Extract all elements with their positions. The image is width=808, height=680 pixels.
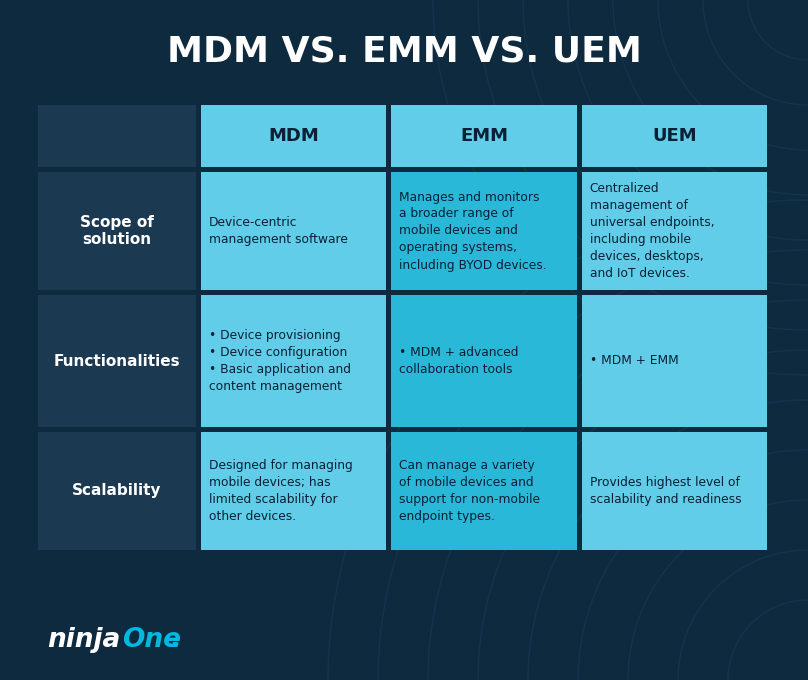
Text: Provides highest level of
scalability and readiness: Provides highest level of scalability an…	[590, 476, 741, 506]
FancyBboxPatch shape	[201, 295, 386, 427]
Text: Centralized
management of
universal endpoints,
including mobile
devices, desktop: Centralized management of universal endp…	[590, 182, 714, 280]
Text: Can manage a variety
of mobile devices and
support for non-mobile
endpoint types: Can manage a variety of mobile devices a…	[399, 459, 541, 523]
FancyBboxPatch shape	[391, 172, 577, 290]
FancyBboxPatch shape	[38, 172, 196, 290]
Text: ninja: ninja	[47, 627, 120, 653]
Text: Functionalities: Functionalities	[53, 354, 180, 369]
Text: • Device provisioning
• Device configuration
• Basic application and
content man: • Device provisioning • Device configura…	[209, 329, 351, 393]
Text: Designed for managing
mobile devices; has
limited scalability for
other devices.: Designed for managing mobile devices; ha…	[209, 459, 353, 523]
FancyBboxPatch shape	[201, 105, 386, 167]
FancyBboxPatch shape	[582, 105, 767, 167]
Text: Scalability: Scalability	[72, 483, 162, 498]
FancyBboxPatch shape	[391, 105, 577, 167]
Text: Device-centric
management software: Device-centric management software	[209, 216, 348, 246]
Text: EMM: EMM	[460, 127, 508, 145]
FancyBboxPatch shape	[391, 295, 577, 427]
Text: UEM: UEM	[652, 127, 696, 145]
Text: .: .	[169, 627, 179, 653]
Text: Manages and monitors
a broader range of
mobile devices and
operating systems,
in: Manages and monitors a broader range of …	[399, 190, 547, 271]
Text: • MDM + advanced
collaboration tools: • MDM + advanced collaboration tools	[399, 346, 519, 376]
FancyBboxPatch shape	[38, 432, 196, 550]
FancyBboxPatch shape	[582, 295, 767, 427]
Text: • MDM + EMM: • MDM + EMM	[590, 354, 679, 367]
Text: MDM: MDM	[268, 127, 319, 145]
Text: Scope of
solution: Scope of solution	[80, 215, 154, 248]
FancyBboxPatch shape	[582, 432, 767, 550]
FancyBboxPatch shape	[201, 432, 386, 550]
FancyBboxPatch shape	[38, 105, 196, 167]
FancyBboxPatch shape	[391, 432, 577, 550]
FancyBboxPatch shape	[38, 295, 196, 427]
FancyBboxPatch shape	[582, 172, 767, 290]
Text: MDM VS. EMM VS. UEM: MDM VS. EMM VS. UEM	[166, 35, 642, 69]
Text: One: One	[122, 627, 181, 653]
FancyBboxPatch shape	[201, 172, 386, 290]
